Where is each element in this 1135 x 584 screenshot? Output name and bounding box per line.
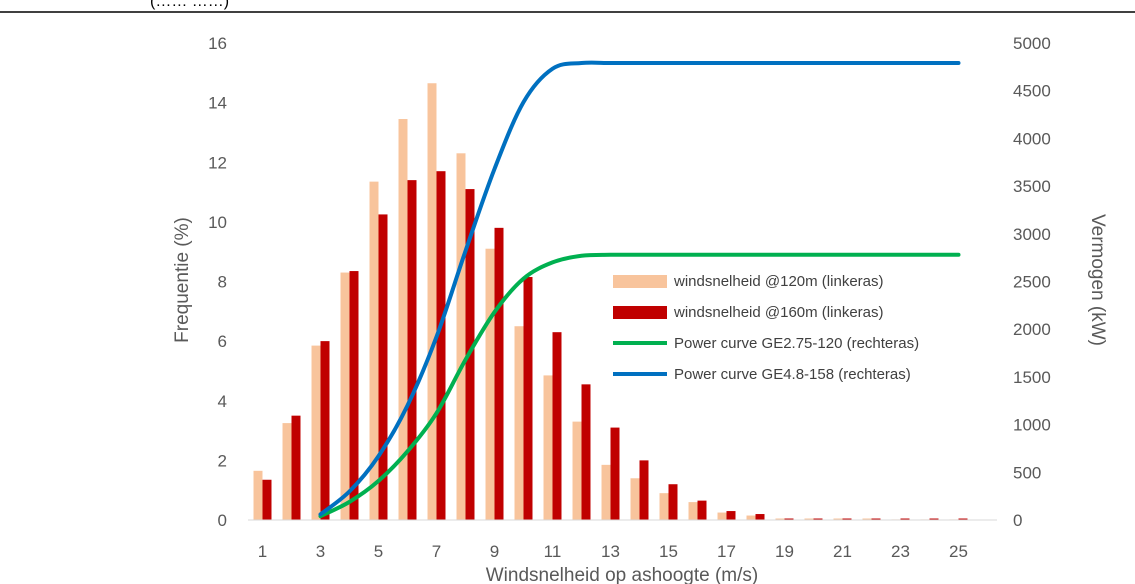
bar-160m [436,171,446,520]
left-tick-label: 2 [218,451,227,470]
left-tick-label: 8 [218,273,227,292]
bar-120m [688,502,698,520]
left-tick-label: 6 [218,332,227,351]
bar-160m [407,180,417,520]
bars-120m-series [253,83,959,521]
x-tick-label: 7 [432,542,441,561]
bar-120m [253,470,263,520]
line-ge4-8-158 [318,60,961,517]
bar-160m [813,518,823,520]
bar-160m [842,518,852,520]
bar-120m [775,518,785,520]
bar-120m [340,272,350,520]
left-axis-ticks: 0 2 4 6 8 10 12 14 16 [208,34,227,530]
bar-160m [523,277,533,520]
bar-120m [398,119,408,520]
right-tick-label: 2000 [1013,320,1051,339]
legend-label: Power curve GE2.75-120 (rechteras) [674,335,919,352]
x-axis-title: Windsnelheid op ashoogte (m/s) [486,565,758,584]
left-tick-label: 14 [208,94,227,113]
bar-120m [427,83,437,520]
bar-160m [726,511,736,520]
y2-axis-title: Vermogen (kW) [1087,214,1108,346]
x-tick-label: 23 [891,542,910,561]
x-tick-label: 1 [258,542,267,561]
bar-120m [804,518,814,520]
bar-160m [494,227,504,520]
right-tick-label: 0 [1013,511,1022,530]
bar-120m [630,478,640,520]
right-tick-label: 2500 [1013,273,1051,292]
left-tick-label: 10 [208,213,227,232]
bar-160m [900,518,910,520]
bar-160m [378,214,388,520]
x-tick-label: 5 [374,542,383,561]
x-tick-label: 3 [316,542,325,561]
right-tick-label: 1500 [1013,368,1051,387]
bar-120m [746,515,756,520]
bar-160m [291,415,301,520]
bar-160m [668,484,678,520]
bar-120m [833,518,843,520]
bar-120m [543,375,553,520]
x-axis-ticks: 1 3 5 7 9 11 13 15 17 19 21 23 25 [258,542,968,561]
legend-label: windsnelheid @160m (linkeras) [673,304,884,321]
bar-120m [717,512,727,520]
bar-160m [349,271,359,520]
right-tick-label: 5000 [1013,34,1051,53]
header-fragment: (…… ……) [150,0,229,10]
bar-160m [958,518,968,520]
x-tick-label: 11 [544,542,562,561]
y-axis-title: Frequentie (%) [172,217,193,343]
bar-160m [697,500,707,520]
bar-120m [862,518,872,520]
right-tick-label: 3000 [1013,225,1051,244]
right-axis-ticks: 0 500 1000 1500 2000 2500 3000 3500 4000 4500 5000 [1013,34,1051,530]
right-tick-label: 4500 [1013,82,1051,101]
x-tick-label: 25 [949,542,968,561]
bar-160m [320,341,330,520]
bar-160m [755,514,765,520]
right-tick-label: 1000 [1013,416,1051,435]
bar-120m [601,464,611,520]
legend-label: Power curve GE4.8-158 (rechteras) [674,366,911,383]
bar-120m [514,326,524,520]
bar-120m [572,421,582,520]
right-tick-label: 500 [1013,463,1041,482]
x-tick-label: 15 [659,542,678,561]
power-curves [318,60,961,519]
x-tick-label: 17 [717,542,736,561]
bar-120m [456,153,466,520]
left-tick-label: 12 [208,153,227,172]
bar-120m [311,345,321,520]
line-ge2-75-120 [318,252,961,519]
bar-160m [610,427,620,520]
bar-160m [784,518,794,520]
bar-160m [552,332,562,520]
bar-160m [262,479,272,520]
legend-label: windsnelheid @120m (linkeras) [673,273,884,290]
bar-160m [929,518,939,520]
legend: windsnelheid @120m (linkeras) windsnelhei… [613,273,919,383]
bar-120m [369,181,379,521]
bar-160m [581,384,591,520]
right-tick-label: 3500 [1013,177,1051,196]
legend-swatch [613,275,667,288]
bar-120m [485,248,495,521]
x-tick-label: 19 [775,542,794,561]
x-tick-label: 13 [601,542,620,561]
legend-swatch [613,306,667,319]
left-tick-label: 4 [218,392,227,411]
bar-160m [639,460,649,520]
x-tick-label: 21 [833,542,852,561]
bar-160m [871,518,881,520]
x-tick-label: 9 [490,542,499,561]
left-tick-label: 0 [218,511,227,530]
bar-120m [282,423,292,520]
left-tick-label: 16 [208,34,227,53]
bar-120m [659,493,669,520]
right-tick-label: 4000 [1013,129,1051,148]
